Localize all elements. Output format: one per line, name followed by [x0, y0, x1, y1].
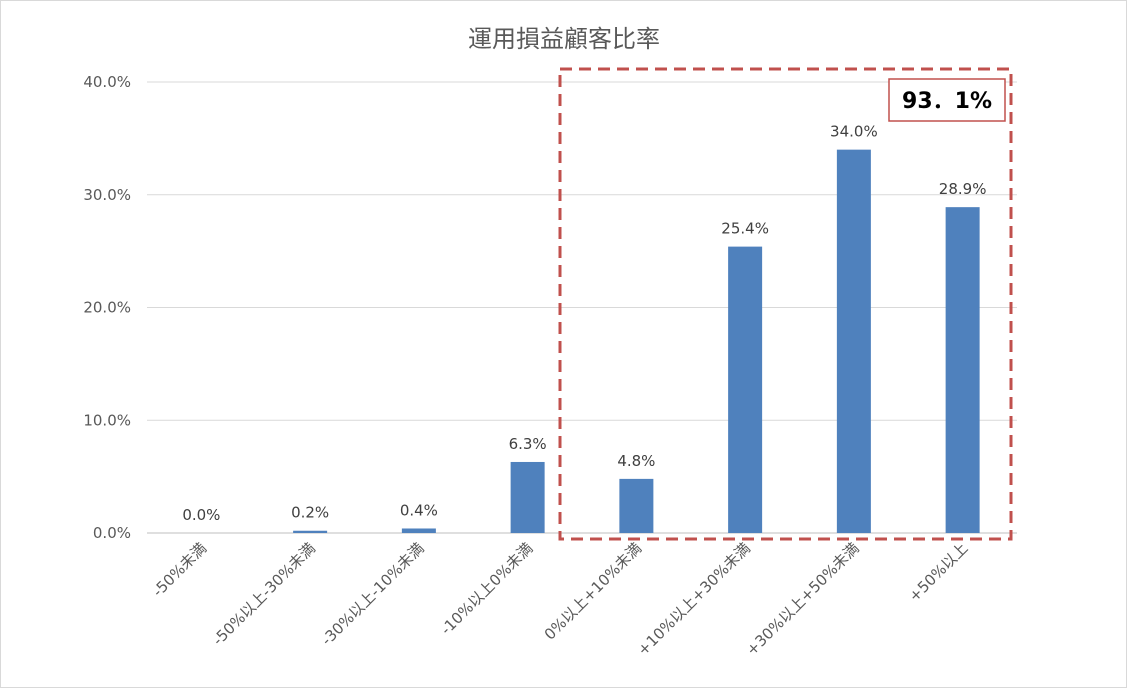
bar: [619, 478, 654, 533]
x-tick-label: +30%以上+50%未満: [743, 539, 863, 659]
y-tick-label: 10.0%: [83, 411, 131, 429]
y-axis-ticks: 0.0% 10.0% 20.0% 30.0% 40.0%: [83, 73, 131, 542]
x-axis-ticks: -50%未満-50%以上-30%未満-30%以上-10%未満 -10%以上0%未満…: [149, 539, 972, 659]
x-tick-label: 0%以上+10%未満: [541, 539, 645, 643]
x-tick-label: -10%以上0%未満: [437, 539, 536, 638]
x-tick-label: -30%以上-10%未満: [318, 539, 428, 649]
x-tick-label: +10%以上+30%未満: [634, 539, 754, 659]
chart-title: 運用損益顧客比率: [468, 25, 660, 53]
x-tick-label: -50%以上-30%未満: [209, 539, 319, 649]
data-label: 0.2%: [291, 504, 329, 522]
bars: [293, 149, 980, 534]
data-labels: 0.0% 0.2% 0.4% 6.3% 4.8% 25.4% 34.0% 28.9%: [182, 123, 986, 524]
bar: [728, 246, 763, 534]
data-label: 28.9%: [939, 180, 987, 198]
highlight-group: 93．1%: [558, 67, 1013, 541]
x-tick-label: -50%未満: [149, 539, 210, 600]
bar: [510, 461, 545, 533]
data-label: 6.3%: [509, 435, 547, 453]
data-label: 25.4%: [721, 220, 769, 238]
data-label: 0.0%: [182, 506, 220, 524]
highlight-callout-box: [888, 78, 1006, 122]
bar: [836, 149, 871, 533]
highlight-callout-label: 93．1%: [902, 89, 992, 114]
y-tick-label: 0.0%: [93, 524, 131, 542]
gridlines: [147, 81, 1017, 534]
y-tick-label: 20.0%: [83, 299, 131, 317]
y-tick-label: 30.0%: [83, 186, 131, 204]
data-label: 0.4%: [400, 501, 438, 519]
highlight-dashed-box: [558, 67, 1013, 541]
bar: [401, 528, 436, 533]
bar: [945, 207, 980, 533]
x-tick-label: +50%以上: [905, 539, 971, 605]
data-label: 34.0%: [830, 123, 878, 141]
y-tick-label: 40.0%: [83, 73, 131, 91]
bar: [293, 530, 328, 533]
data-label: 4.8%: [617, 452, 655, 470]
